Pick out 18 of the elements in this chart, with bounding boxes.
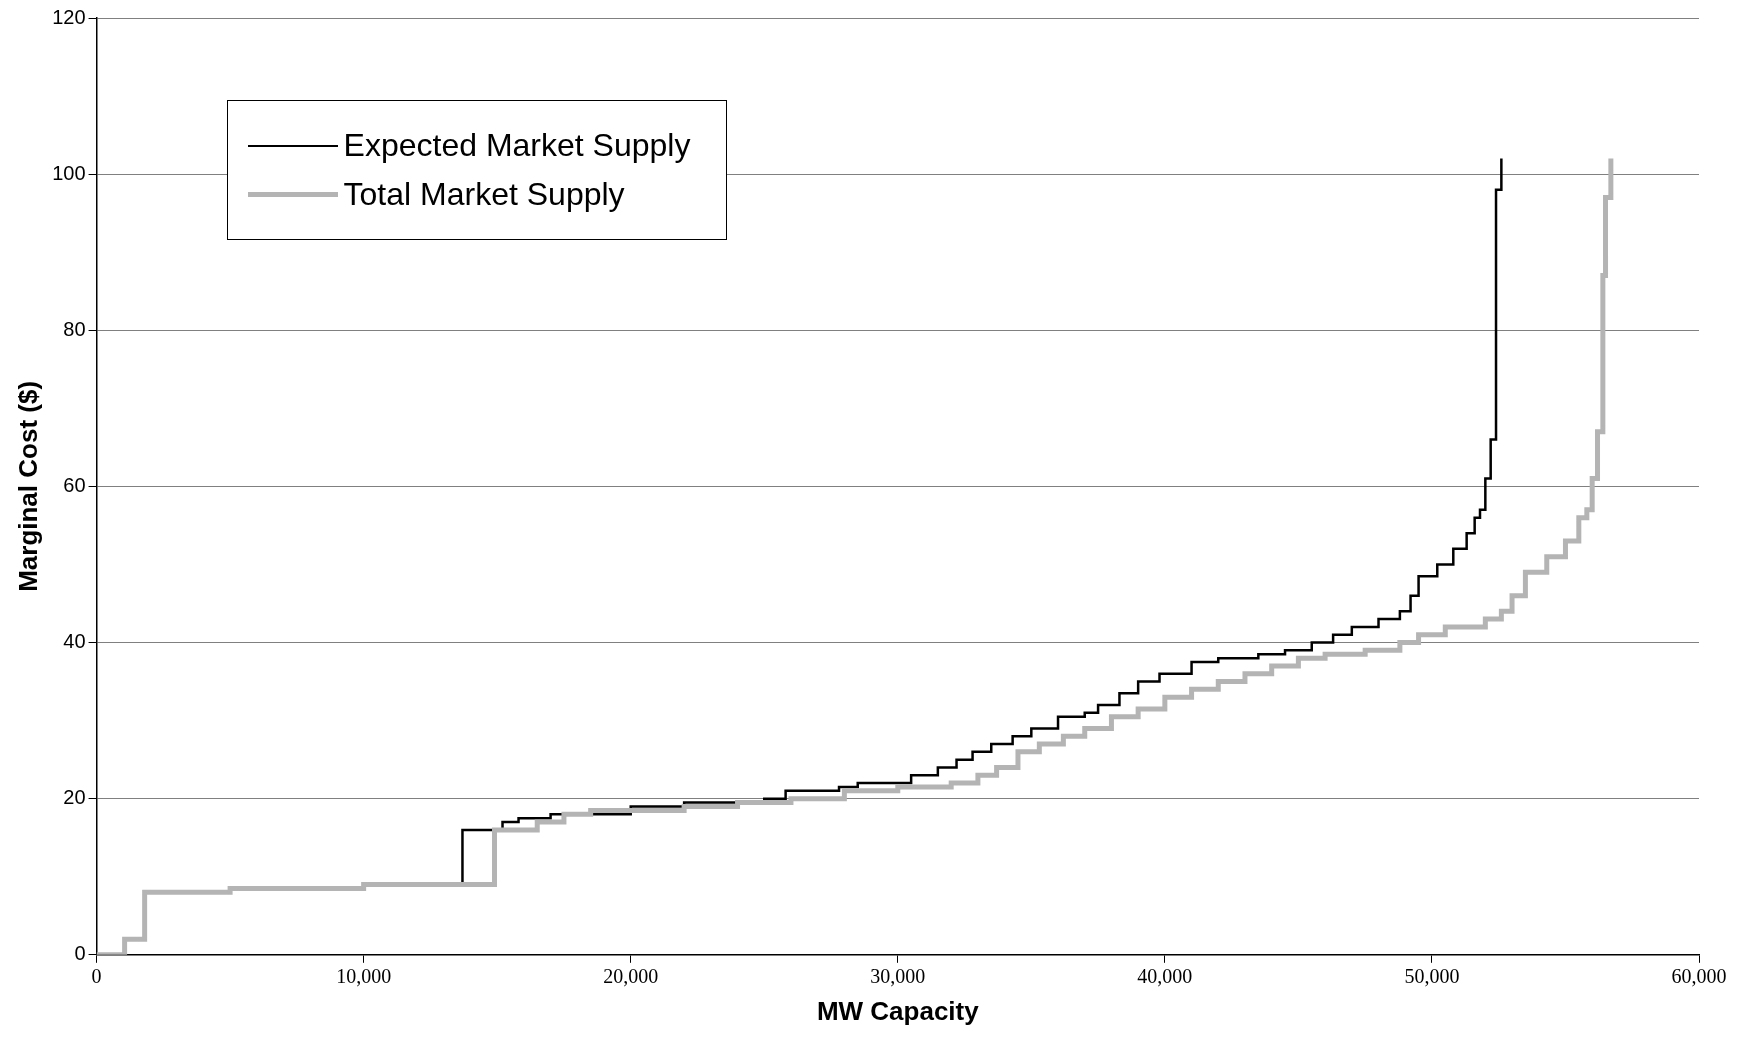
x-tick-label: 50,000 [1404,965,1460,988]
y-tick-label: 80 [63,317,86,340]
y-tick-label: 100 [52,161,86,184]
x-tick-label: 0 [91,965,102,988]
x-tick-label: 60,000 [1671,965,1727,988]
legend-label: Expected Market Supply [343,127,691,164]
y-axis-title: Marginal Cost ($) [12,380,43,592]
y-tick-label: 120 [52,5,86,28]
y-tick-label: 20 [63,786,86,809]
x-axis-title: MW Capacity [816,995,980,1026]
y-tick-label: 60 [63,473,86,496]
x-tick-label: 40,000 [1137,965,1193,988]
legend-label: Total Market Supply [343,176,625,213]
x-tick-label: 20,000 [603,965,659,988]
x-tick-label: 10,000 [336,965,392,988]
y-tick-label: 0 [74,942,86,965]
y-tick-label: 40 [63,630,86,653]
x-tick-label: 30,000 [870,965,926,988]
